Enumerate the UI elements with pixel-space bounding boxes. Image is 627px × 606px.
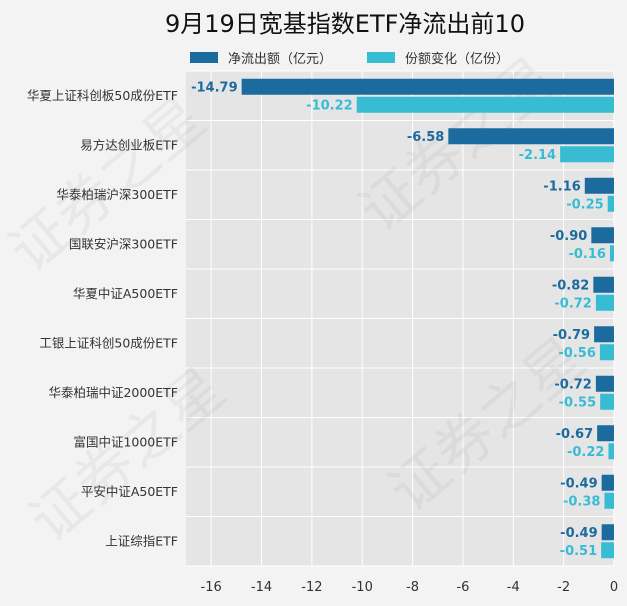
bar-net-outflow [594, 326, 614, 343]
legend-swatch-share-change [367, 52, 395, 63]
data-label: -2.14 [519, 148, 556, 163]
category-label: 易方达创业板ETF [80, 137, 178, 152]
bar-net-outflow [595, 375, 614, 392]
value-labels-layer: -14.79 -10.22 -6.58 -2.14 -1.16 -0.25 -0.90 -0.… [191, 80, 606, 559]
x-axis-ticks: -16 -14 -12 -10 -8 -6 -4 -2 0 [201, 580, 619, 595]
bar-share-change [609, 245, 614, 262]
bars-layer [241, 78, 614, 559]
bar-net-outflow [241, 78, 614, 95]
data-label: -0.22 [567, 445, 604, 460]
chart-title: 9月19日宽基指数ETF净流出前10 [165, 10, 525, 38]
category-label: 华夏上证科创板50成份ETF [27, 88, 178, 103]
category-label: 工银上证科创50成份ETF [39, 335, 178, 350]
x-tick-label: -12 [301, 580, 322, 595]
category-label: 上证综指ETF [105, 533, 178, 548]
bar-share-change [595, 294, 614, 311]
category-label: 国联安沪深300ETF [69, 236, 178, 251]
data-label: -0.49 [560, 526, 597, 541]
category-labels-layer: 华夏上证科创板50成份ETF 易方达创业板ETF 华泰柏瑞沪深300ETF 国联安沪深… [27, 88, 178, 549]
bar-net-outflow [601, 474, 614, 491]
data-label: -0.82 [552, 278, 589, 293]
legend: 净流出额（亿元） 份额变化（亿份） [190, 51, 509, 67]
x-tick-label: -6 [456, 580, 469, 595]
data-label: -0.90 [550, 229, 587, 244]
bar-net-outflow [591, 227, 614, 244]
bar-share-change [356, 96, 614, 113]
category-label: 华泰柏瑞沪深300ETF [56, 187, 178, 202]
bar-share-change [601, 542, 614, 559]
data-label: -6.58 [407, 130, 444, 145]
x-tick-label: 0 [610, 580, 618, 595]
data-label: -0.16 [568, 247, 605, 262]
x-tick-label: -4 [507, 580, 520, 595]
x-tick-label: -14 [251, 580, 272, 595]
data-label: -0.51 [560, 544, 597, 559]
data-label: -0.72 [554, 296, 591, 311]
bar-share-change [604, 492, 614, 509]
data-label: -0.55 [559, 395, 596, 410]
legend-label-share-change: 份额变化（亿份） [405, 51, 509, 67]
bar-share-change [600, 393, 614, 410]
data-label: -0.49 [560, 476, 597, 491]
category-label: 华夏中证A500ETF [73, 286, 178, 301]
bar-share-change [608, 443, 614, 460]
x-tick-label: -16 [201, 580, 222, 595]
bar-net-outflow [584, 177, 614, 194]
x-tick-label: -10 [352, 580, 373, 595]
x-tick-label: -8 [406, 580, 419, 595]
x-tick-label: -2 [557, 580, 570, 595]
bar-share-change [607, 195, 614, 212]
category-label: 华泰柏瑞中证2000ETF [48, 385, 178, 400]
legend-swatch-net-outflow [190, 52, 218, 63]
category-label: 富国中证1000ETF [73, 434, 178, 449]
data-label: -0.67 [556, 427, 593, 442]
data-label: -10.22 [306, 98, 353, 113]
watermark-text: 证券之星 [0, 84, 218, 285]
data-label: -14.79 [191, 80, 238, 95]
bar-net-outflow [597, 425, 614, 442]
bar-net-outflow [448, 128, 614, 145]
category-label: 平安中证A50ETF [81, 484, 178, 499]
bar-net-outflow [593, 276, 614, 293]
legend-label-net-outflow: 净流出额（亿元） [228, 52, 332, 67]
data-label: -0.79 [553, 328, 590, 343]
data-label: -0.72 [554, 377, 591, 392]
bar-net-outflow [601, 524, 614, 541]
bar-share-change [560, 146, 614, 163]
bar-share-change [599, 344, 614, 361]
data-label: -0.38 [563, 494, 600, 509]
data-label: -0.56 [558, 346, 595, 361]
data-label: -0.25 [566, 197, 603, 212]
data-label: -1.16 [543, 179, 580, 194]
